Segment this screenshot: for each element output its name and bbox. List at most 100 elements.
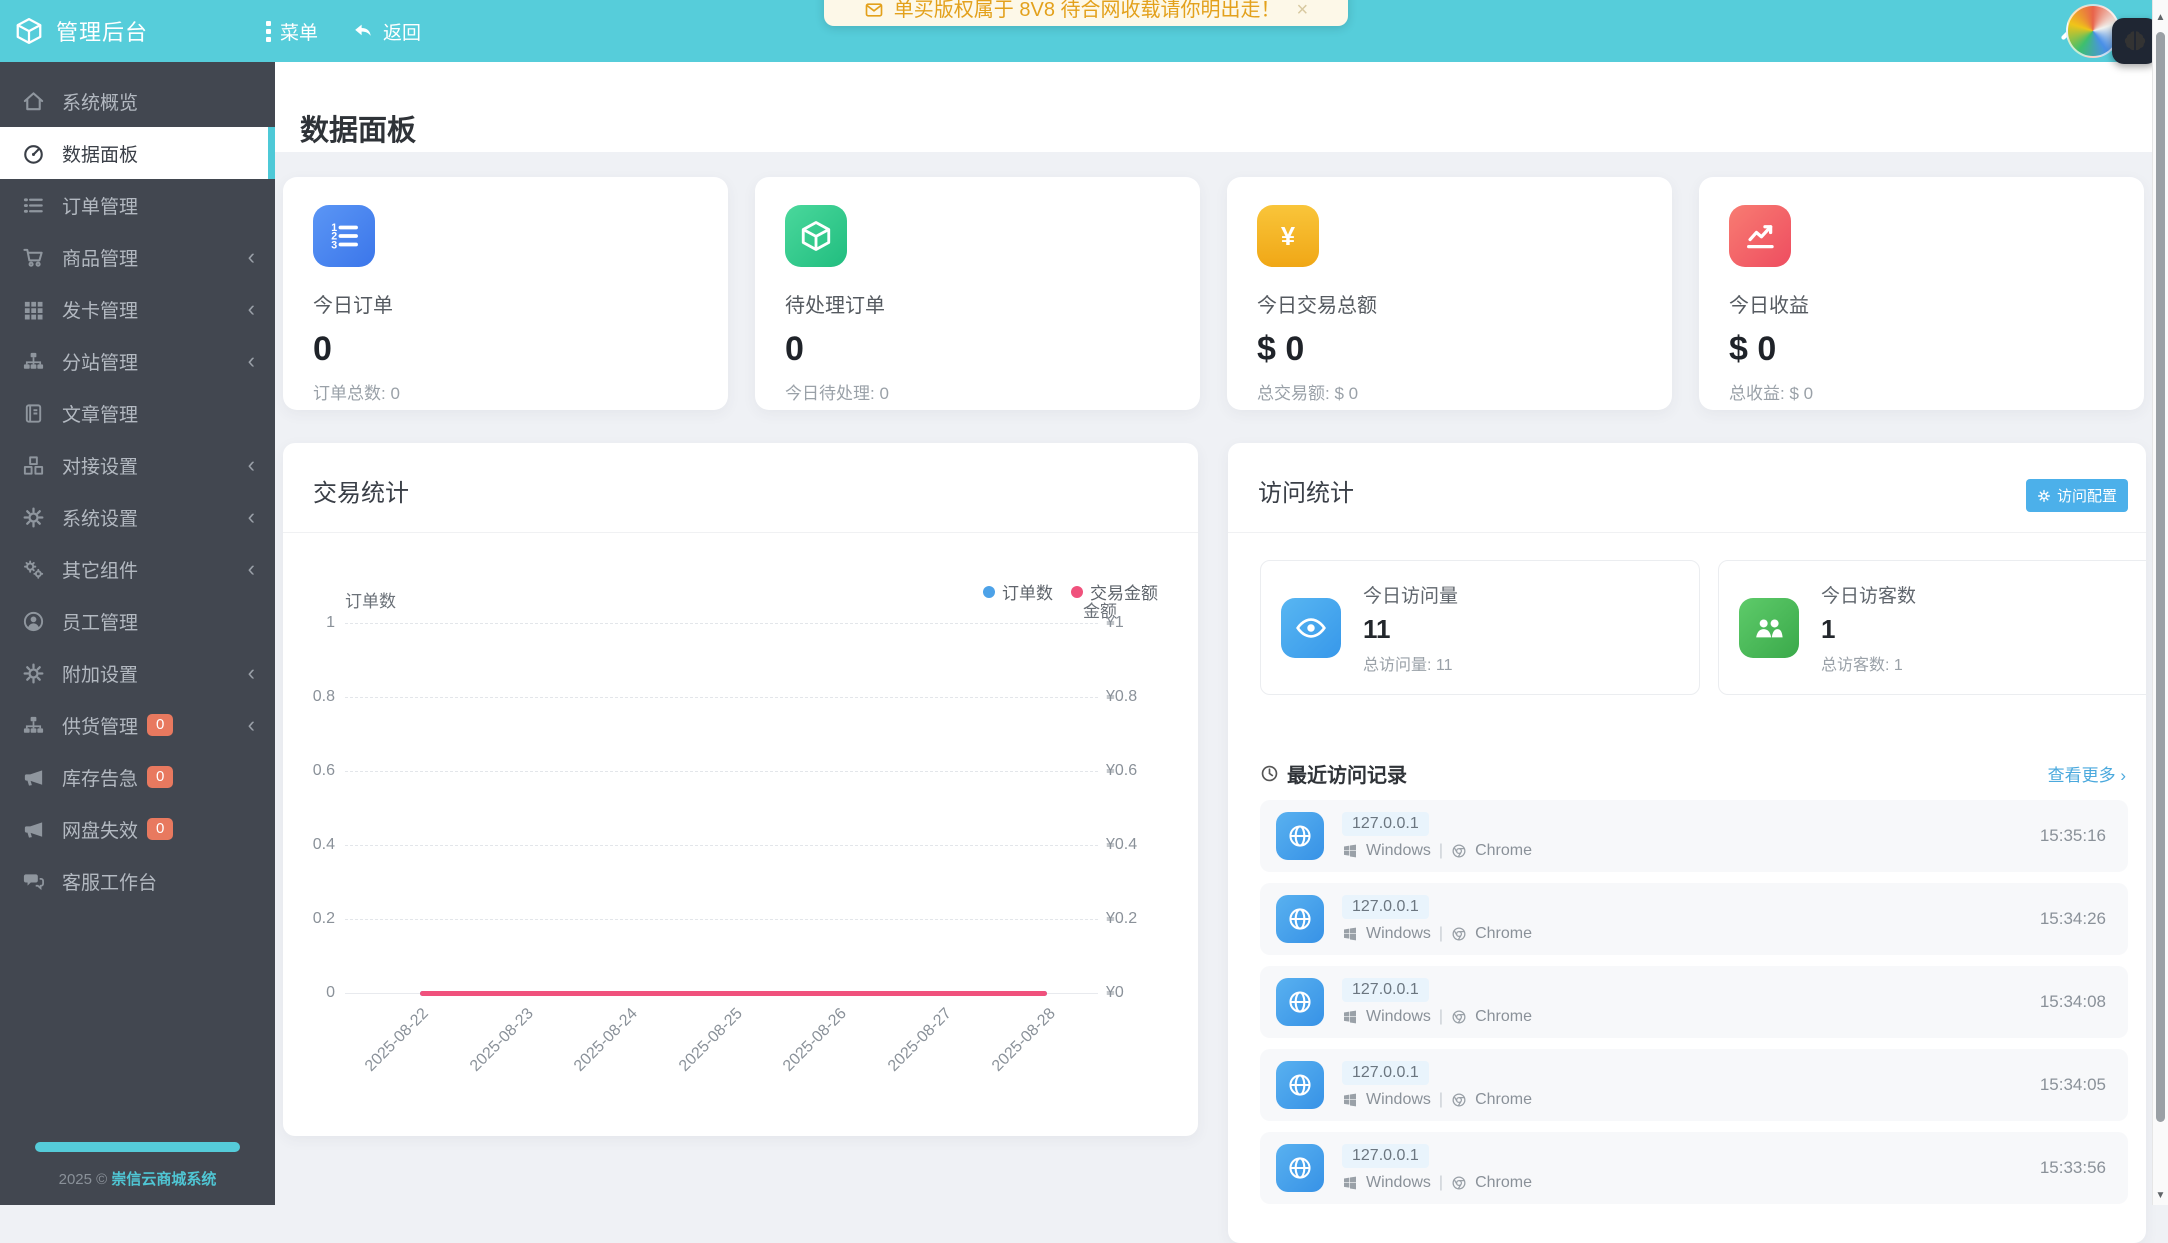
cubes-icon bbox=[22, 454, 45, 477]
stat-card-subtitle: 今日待处理: 0 bbox=[785, 384, 889, 403]
chrome-icon bbox=[1451, 1175, 1467, 1191]
sidebar-item[interactable]: 分站管理 ‹ bbox=[0, 335, 275, 387]
notification-toast: 单买版权属于 8V8 待合网收载请你明出走！ × bbox=[824, 0, 1348, 26]
windows-icon bbox=[1342, 1175, 1358, 1191]
sidebar-item[interactable]: 附加设置 ‹ bbox=[0, 647, 275, 699]
legend-item[interactable]: 交易金额 bbox=[1071, 579, 1158, 604]
sidebar-item[interactable]: 系统概览 bbox=[0, 75, 275, 127]
back-button[interactable]: 返回 bbox=[352, 18, 421, 45]
vertical-dots-icon bbox=[266, 20, 271, 42]
sidebar-item-label: 附加设置 bbox=[62, 664, 139, 686]
chevron-left-icon: ‹ bbox=[247, 452, 255, 477]
visit-config-button[interactable]: 访问配置 bbox=[2025, 479, 2128, 512]
list-ol-icon bbox=[327, 219, 361, 253]
user-icon bbox=[22, 610, 45, 633]
clock-icon bbox=[1260, 764, 1279, 783]
left-axis-tick: 0.6 bbox=[312, 762, 335, 779]
legend-item[interactable]: 订单数 bbox=[983, 579, 1053, 604]
stat-cards-row: 今日订单 0 订单总数: 0 待处理订单 0 今日待处理: 0 今日交易总额 $… bbox=[283, 177, 2144, 410]
view-more-link[interactable]: 查看更多 › bbox=[2047, 766, 2126, 785]
visit-records-list: 127.0.0.1 Windows | Chrome 15:35:16 127.… bbox=[1260, 800, 2128, 1215]
sidebar-item[interactable]: 供货管理 0 ‹ bbox=[0, 699, 275, 751]
browser-label: Chrome bbox=[1475, 1008, 1532, 1025]
os-label: Windows bbox=[1366, 1008, 1431, 1025]
scroll-down-arrow[interactable]: ▼ bbox=[2155, 1190, 2166, 1201]
menu-button[interactable]: 菜单 bbox=[266, 18, 318, 45]
os-label: Windows bbox=[1366, 1174, 1431, 1191]
copyright-year: 2025 © bbox=[58, 1171, 108, 1188]
scrollbar-thumb[interactable] bbox=[2156, 32, 2165, 1122]
stat-card: 今日收益 $ 0 总收益: $ 0 bbox=[1699, 177, 2144, 410]
globe-icon bbox=[1287, 823, 1313, 849]
list-icon bbox=[22, 194, 45, 217]
home-icon bbox=[22, 90, 45, 113]
browser-label: Chrome bbox=[1475, 1174, 1532, 1191]
sidebar-item[interactable]: 客服工作台 bbox=[0, 855, 275, 907]
stat-card-subtitle: 订单总数: 0 bbox=[313, 384, 400, 403]
right-axis-tick: ¥1 bbox=[1106, 614, 1124, 631]
visit-stat-label: 今日访客数 bbox=[1821, 585, 1917, 607]
gear-icon bbox=[2037, 489, 2051, 503]
gridline bbox=[345, 697, 1098, 698]
visit-time: 15:34:08 bbox=[2039, 992, 2106, 1011]
sidebar-item[interactable]: 系统设置 ‹ bbox=[0, 491, 275, 543]
x-axis-label: 2025-08-27 bbox=[884, 1005, 955, 1075]
globe-icon bbox=[1287, 1155, 1313, 1181]
menu-label: 菜单 bbox=[280, 22, 319, 44]
sidebar-item[interactable]: 数据面板 bbox=[0, 127, 275, 179]
brand-link[interactable]: 崇信云商城系统 bbox=[111, 1171, 217, 1188]
users-icon bbox=[1753, 612, 1785, 644]
sidebar-item[interactable]: 发卡管理 ‹ bbox=[0, 283, 275, 335]
chat-icon bbox=[22, 870, 45, 893]
sidebar-item[interactable]: 网盘失效 0 bbox=[0, 803, 275, 855]
app-brand: 管理后台 bbox=[0, 15, 266, 47]
os-label: Windows bbox=[1366, 925, 1431, 942]
gears-icon bbox=[22, 558, 45, 581]
legend-dot-icon bbox=[983, 585, 995, 598]
page-scrollbar[interactable]: ▲ ▼ bbox=[2152, 0, 2168, 1205]
left-axis-tick: 0 bbox=[326, 984, 335, 1001]
trade-panel-title: 交易统计 bbox=[313, 480, 409, 507]
x-axis-label: 2025-08-25 bbox=[675, 1005, 746, 1075]
sidebar-item[interactable]: 文章管理 bbox=[0, 387, 275, 439]
grid-icon bbox=[22, 298, 45, 321]
stat-card-label: 今日交易总额 bbox=[1257, 295, 1377, 317]
visit-stat-box: 今日访问量 11 总访问量: 11 bbox=[1260, 560, 1700, 695]
sidebar-item[interactable]: 商品管理 ‹ bbox=[0, 231, 275, 283]
sidebar-item[interactable]: 库存告急 0 bbox=[0, 751, 275, 803]
chevron-left-icon: ‹ bbox=[247, 556, 255, 581]
visit-record-row: 127.0.0.1 Windows | Chrome 15:34:08 bbox=[1260, 966, 2128, 1038]
series-line-交易金额 bbox=[420, 990, 1047, 996]
gauge-icon bbox=[22, 142, 45, 165]
brain-overlay-button[interactable] bbox=[2112, 18, 2158, 64]
toast-text: 单买版权属于 8V8 待合网收载请你明出走！ bbox=[893, 0, 1281, 21]
left-axis-tick: 0.2 bbox=[312, 910, 335, 927]
left-axis-tick: 0.8 bbox=[312, 688, 335, 705]
stat-card: 今日订单 0 订单总数: 0 bbox=[283, 177, 728, 410]
sidebar-item-label: 系统设置 bbox=[62, 508, 139, 530]
stat-card-value: 0 bbox=[313, 330, 332, 368]
sidebar-item-label: 库存告急 bbox=[62, 768, 139, 790]
gear-icon bbox=[22, 506, 45, 529]
sidebar-item[interactable]: 对接设置 ‹ bbox=[0, 439, 275, 491]
book-icon bbox=[22, 402, 45, 425]
back-label: 返回 bbox=[383, 22, 422, 44]
chrome-icon bbox=[1451, 1009, 1467, 1025]
right-axis-tick: ¥0.2 bbox=[1106, 910, 1138, 927]
scroll-up-arrow[interactable]: ▲ bbox=[2155, 12, 2166, 23]
browser-label: Chrome bbox=[1475, 842, 1532, 859]
right-axis-tick: ¥0.6 bbox=[1106, 762, 1138, 779]
stat-card-value: 0 bbox=[785, 330, 804, 368]
ip-address-badge: 127.0.0.1 bbox=[1342, 812, 1429, 836]
sidebar-item[interactable]: 其它组件 ‹ bbox=[0, 543, 275, 595]
visit-stat-boxes: 今日访问量 11 总访问量: 11 今日访客数 1 总访客数: 1 bbox=[1260, 560, 2158, 695]
gridline bbox=[345, 845, 1098, 846]
toast-close-button[interactable]: × bbox=[1296, 0, 1309, 21]
sidebar-item[interactable]: 员工管理 bbox=[0, 595, 275, 647]
windows-icon bbox=[1342, 1009, 1358, 1025]
right-axis-tick: ¥0.8 bbox=[1106, 688, 1138, 705]
right-axis-tick: ¥0.4 bbox=[1106, 836, 1138, 853]
sidebar-item[interactable]: 订单管理 bbox=[0, 179, 275, 231]
chart-icon bbox=[1743, 219, 1777, 253]
divider bbox=[1228, 532, 2146, 533]
